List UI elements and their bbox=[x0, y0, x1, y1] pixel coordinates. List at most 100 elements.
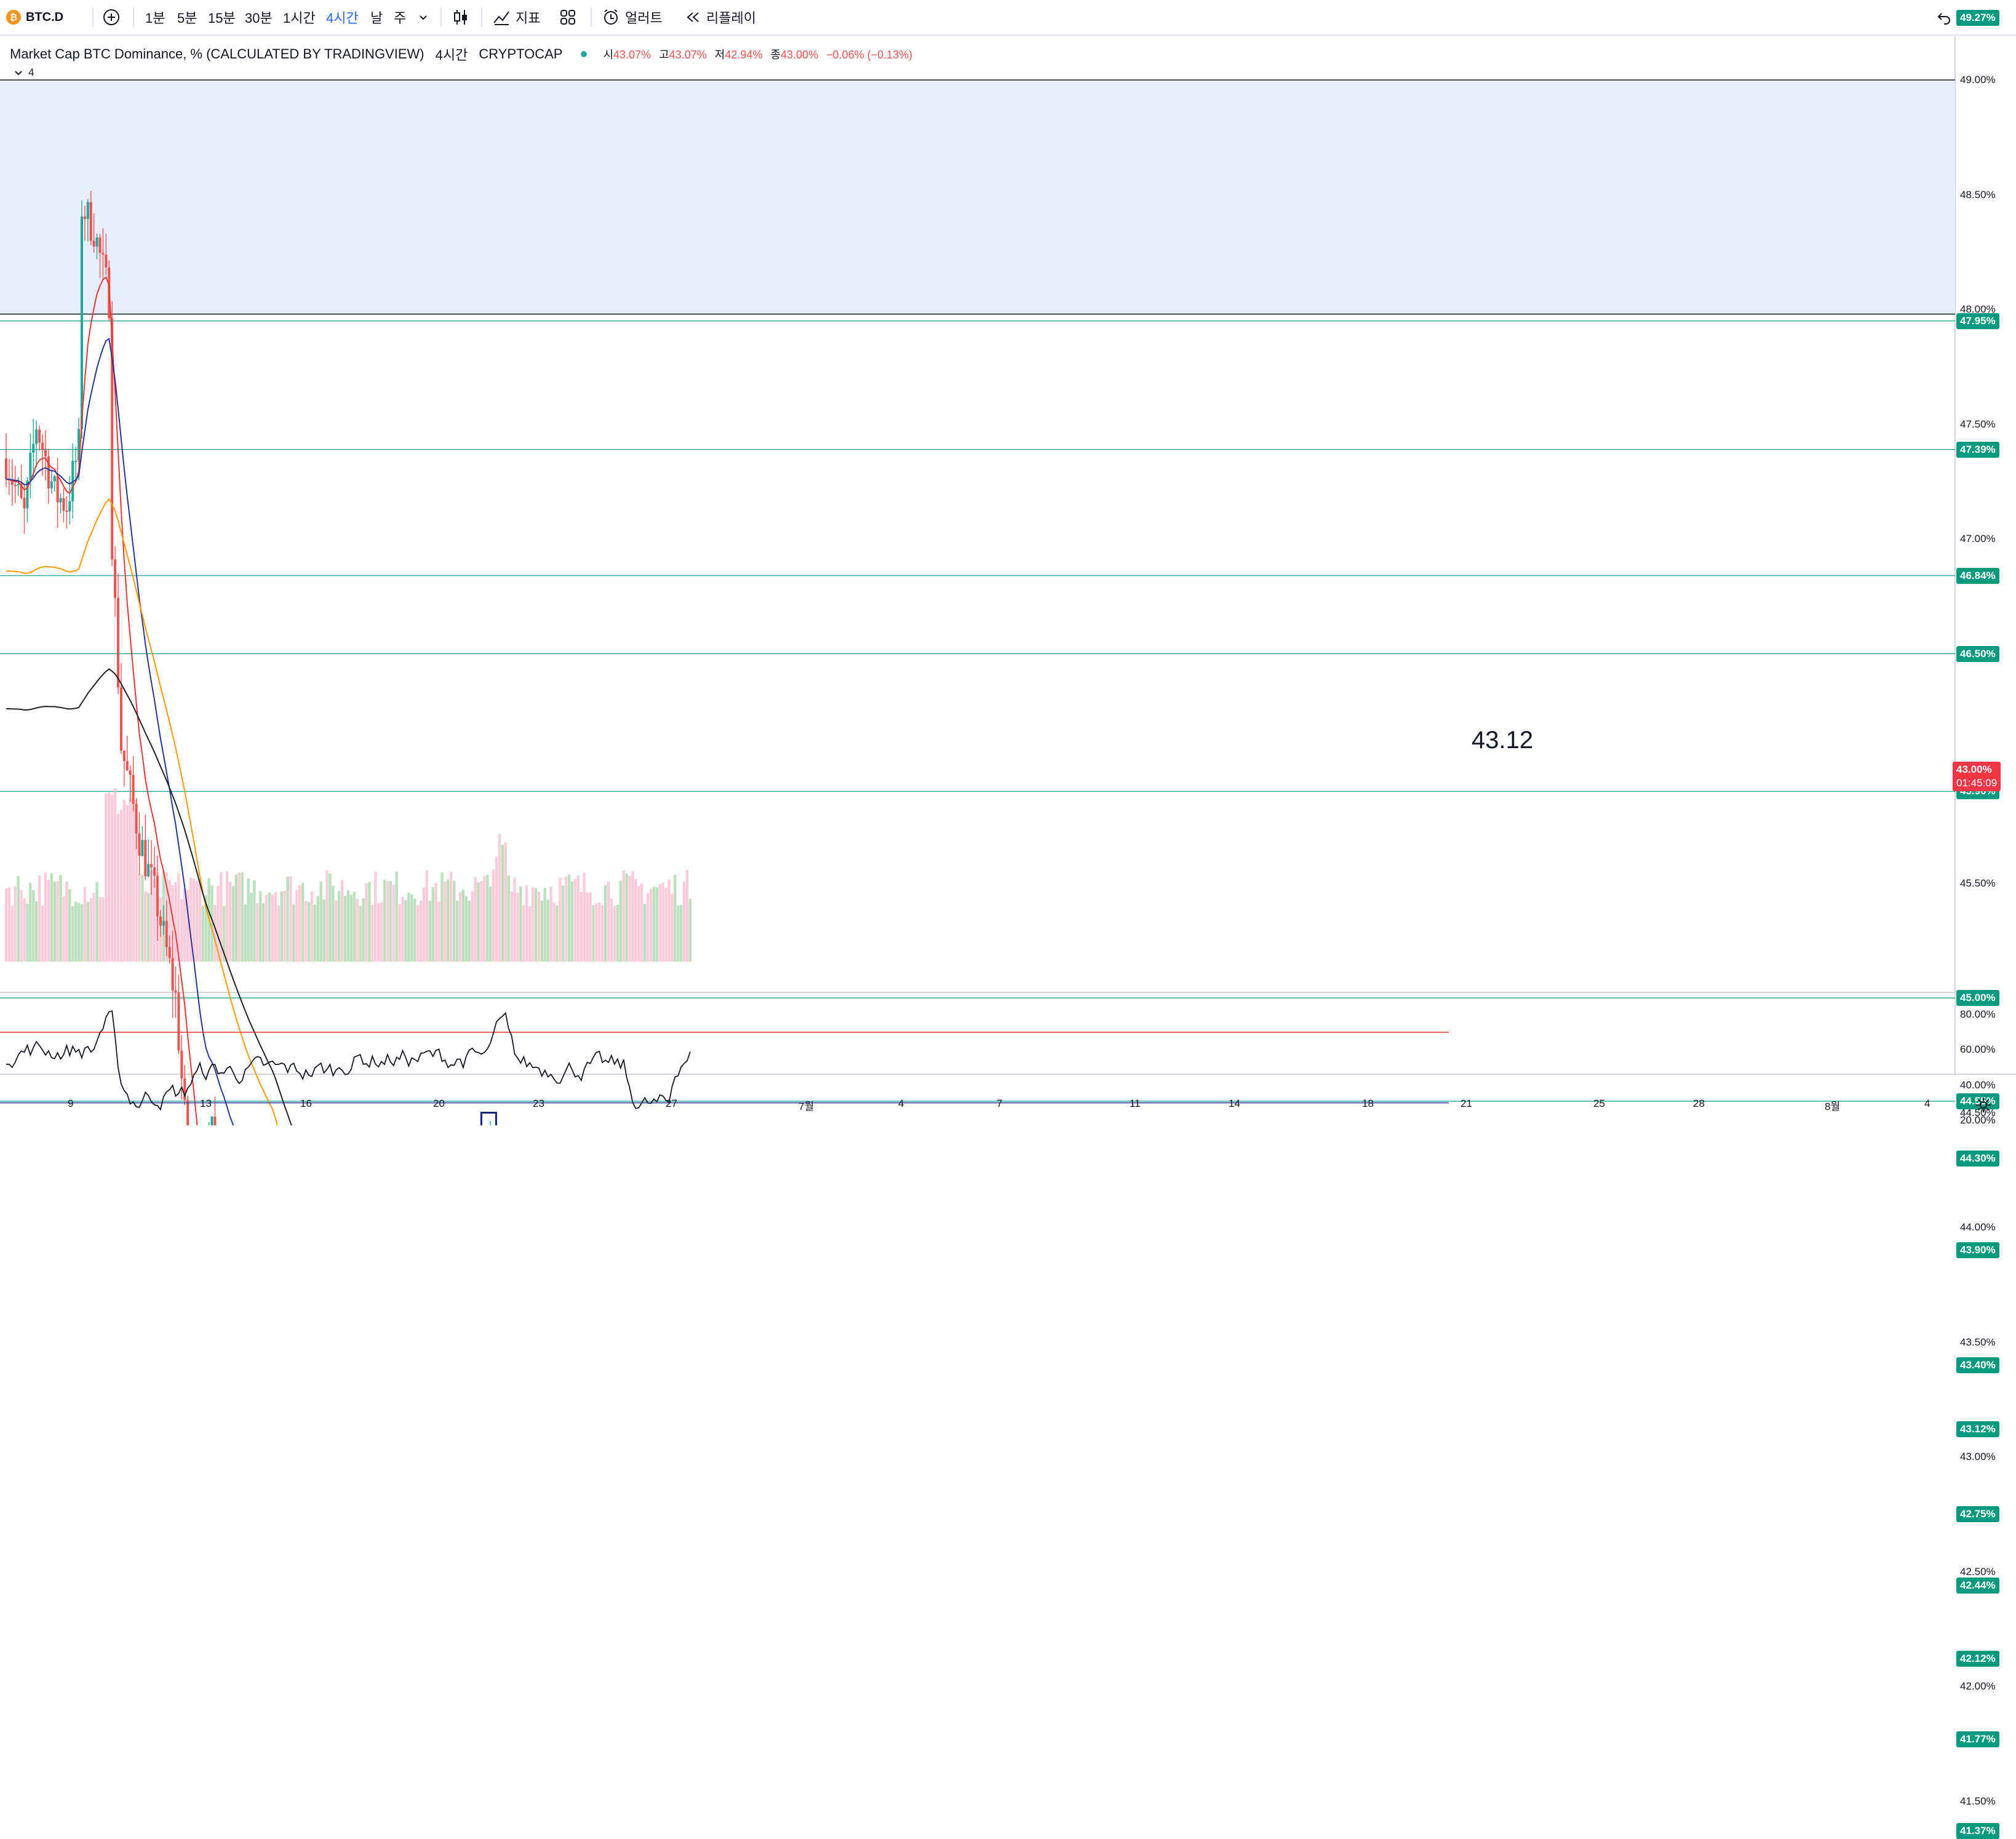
volume-bar bbox=[410, 894, 413, 962]
volume-bar bbox=[556, 905, 559, 962]
alert-button[interactable]: 얼러트 bbox=[602, 0, 663, 34]
time-axis-label: 28 bbox=[1693, 1098, 1705, 1109]
volume-bar bbox=[50, 873, 53, 962]
candle-body bbox=[78, 429, 81, 461]
volume-bar bbox=[228, 881, 232, 962]
chart-settings-button[interactable] bbox=[1975, 1096, 1992, 1117]
candle-body bbox=[102, 252, 105, 255]
chart-type-button[interactable] bbox=[452, 0, 470, 34]
interval-4h[interactable]: 4시간 bbox=[326, 10, 359, 26]
volume-bar bbox=[504, 842, 507, 962]
level-price-tag: 41.37% bbox=[1956, 1822, 1999, 1839]
volume-bar bbox=[549, 887, 552, 962]
volume-bar bbox=[47, 879, 50, 962]
price-chart-canvas[interactable] bbox=[0, 36, 2016, 1125]
volume-bar bbox=[592, 905, 595, 962]
volume-bar bbox=[183, 888, 186, 962]
volume-bar bbox=[513, 877, 516, 962]
volume-bar bbox=[119, 810, 123, 962]
candle-body bbox=[150, 864, 153, 868]
time-axis-label: 23 bbox=[533, 1098, 544, 1109]
volume-bar bbox=[225, 871, 229, 962]
volume-bar bbox=[340, 880, 344, 962]
time-axis-label: 13 bbox=[200, 1098, 212, 1109]
volume-bar bbox=[265, 895, 268, 962]
volume-bar bbox=[619, 880, 622, 962]
interval-5m[interactable]: 5분 bbox=[177, 10, 197, 26]
volume-bar bbox=[168, 880, 171, 962]
interval-1m[interactable]: 1분 bbox=[145, 10, 165, 26]
volume-bar bbox=[483, 876, 486, 962]
volume-bar bbox=[277, 906, 280, 962]
candle-body bbox=[53, 476, 56, 482]
candle-body bbox=[47, 456, 50, 489]
candle-body bbox=[98, 237, 102, 253]
level-price-tag: 44.30% bbox=[1956, 1151, 1999, 1167]
volume-bar bbox=[332, 885, 335, 962]
volume-bar bbox=[20, 890, 23, 962]
volume-bar bbox=[671, 893, 674, 962]
volume-bar bbox=[480, 881, 483, 962]
volume-bar bbox=[428, 900, 431, 962]
volume-bar bbox=[56, 881, 59, 962]
replay-button[interactable]: 리플레이 bbox=[684, 0, 756, 34]
candle-body bbox=[183, 1078, 186, 1100]
time-axis-label: 4 bbox=[898, 1098, 904, 1109]
rsi-axis-label: 40.00% bbox=[1960, 1079, 1996, 1091]
volume-bar bbox=[610, 898, 613, 962]
volume-bar bbox=[62, 896, 65, 962]
volume-bar bbox=[138, 874, 141, 962]
interval-1h[interactable]: 1시간 bbox=[283, 10, 316, 26]
volume-bar bbox=[105, 794, 108, 962]
candle-body bbox=[119, 687, 122, 751]
volume-bar bbox=[132, 805, 135, 962]
volume-bar bbox=[271, 895, 274, 962]
moving-average-slow bbox=[6, 498, 278, 1125]
chart-area[interactable]: Market Cap BTC Dominance, % (CALCULATED … bbox=[0, 10, 2016, 1839]
candle-body bbox=[180, 1050, 183, 1079]
volume-bar bbox=[307, 901, 311, 962]
undo-button[interactable] bbox=[1935, 0, 1953, 34]
volume-bar bbox=[447, 879, 450, 962]
volume-bar bbox=[477, 882, 480, 962]
candle-body bbox=[86, 202, 89, 219]
volume-bar bbox=[628, 876, 631, 962]
symbol-button[interactable]: ₿ BTC.D bbox=[6, 0, 63, 34]
volume-bar bbox=[213, 904, 217, 962]
volume-bar bbox=[422, 887, 426, 962]
interval-30m[interactable]: 30분 bbox=[245, 10, 273, 26]
indicators-icon bbox=[492, 8, 511, 26]
indicators-collapse-button[interactable]: 4 bbox=[14, 66, 34, 79]
volume-bar bbox=[316, 896, 319, 962]
volume-bar bbox=[643, 903, 647, 962]
volume-bar bbox=[471, 891, 474, 962]
volume-bar bbox=[149, 870, 153, 962]
volume-bar bbox=[595, 903, 598, 962]
volume-bar bbox=[256, 903, 259, 962]
volume-bar bbox=[377, 903, 380, 962]
candle-body bbox=[92, 241, 95, 247]
candle-body bbox=[147, 864, 150, 877]
candle-body bbox=[186, 1099, 189, 1125]
compare-button[interactable] bbox=[102, 0, 121, 34]
templates-button[interactable] bbox=[559, 0, 577, 34]
interval-15m[interactable]: 15분 bbox=[208, 10, 236, 26]
interval-dropdown[interactable] bbox=[418, 0, 428, 34]
volume-bar bbox=[455, 901, 459, 962]
interval-day[interactable]: 날 bbox=[370, 10, 383, 26]
volume-bar bbox=[576, 875, 580, 962]
indicators-button[interactable]: 지표 bbox=[492, 0, 540, 34]
volume-bar bbox=[186, 890, 189, 962]
top-toolbar: ₿ BTC.D 1분 5분 15분 30분 1시간 4시간 날 주 지표 얼러트… bbox=[0, 0, 2016, 36]
interval-week[interactable]: 주 bbox=[394, 10, 407, 26]
volume-bar bbox=[631, 871, 634, 962]
volume-bar bbox=[401, 897, 404, 962]
volume-bar bbox=[525, 885, 528, 962]
volume-bar bbox=[23, 898, 26, 962]
price-axis-label: 42.50% bbox=[1960, 1565, 1996, 1578]
price-axis-label: 43.00% bbox=[1960, 1451, 1996, 1462]
volume-bar bbox=[286, 876, 289, 962]
level-price-tag: 42.44% bbox=[1956, 1577, 1999, 1594]
candle-body bbox=[162, 920, 165, 926]
symbol-label: BTC.D bbox=[26, 10, 64, 24]
